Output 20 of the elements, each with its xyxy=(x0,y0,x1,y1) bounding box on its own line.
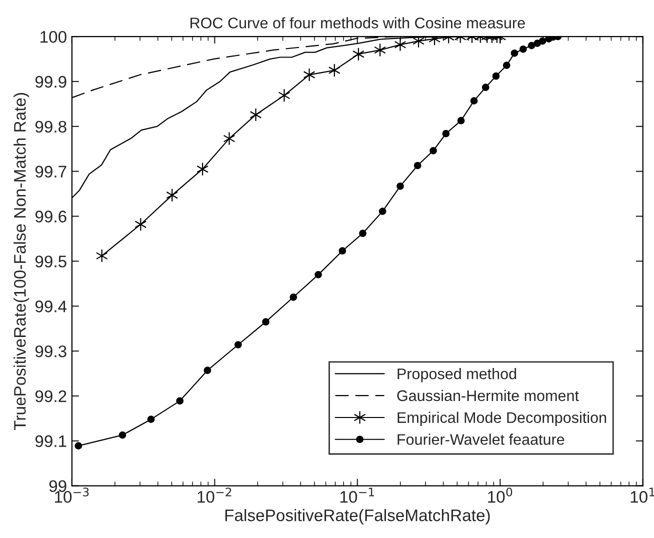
y-tick-label: 99.3 xyxy=(35,345,66,358)
y-axis-title: TruePositiveRate(100-False Non-Match Rate) xyxy=(14,93,30,430)
y-tick-label: 99.4 xyxy=(35,300,67,312)
legend-label: Fourier-Wavelet feaature xyxy=(398,434,564,445)
chart-title: ROC Curve of four methods with Cosine measure xyxy=(190,17,525,28)
legend-label: Gaussian-Hermite moment xyxy=(397,390,579,402)
y-tick-label: 99.2 xyxy=(35,390,66,402)
legend-label: Proposed method xyxy=(398,368,516,382)
y-tick-label: 99.6 xyxy=(35,210,66,222)
x-tick-label: 10$^{−2}$ xyxy=(198,488,232,503)
x-tick-label: 10$^{−1}$ xyxy=(340,488,374,503)
y-tick-label: 99.5 xyxy=(35,256,66,268)
y-tick-label: 99.9 xyxy=(35,76,66,88)
y-tick-label: 99.8 xyxy=(35,120,66,133)
legend-label: Empirical Mode Decomposition xyxy=(398,412,606,426)
y-tick-label: 99.7 xyxy=(35,166,66,178)
x-axis-title: FalsePositiveRate(FalseMatchRate) xyxy=(225,508,490,525)
y-tick-label: 100 xyxy=(40,30,66,43)
y-tick-label: 99.1 xyxy=(35,435,66,448)
x-tick-label: 10$^{0}$ xyxy=(488,488,512,503)
